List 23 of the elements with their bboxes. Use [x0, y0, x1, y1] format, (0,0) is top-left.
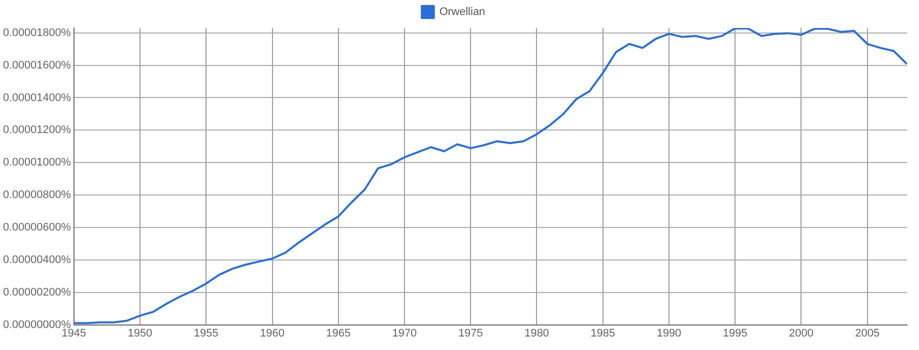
x-tick-label: 1980 — [524, 327, 549, 340]
x-tick-label: 2000 — [788, 327, 814, 340]
y-tick-label: 0.00000800% — [2, 189, 72, 202]
y-tick-label: 0.00001200% — [2, 124, 72, 136]
y-tick-label: 0.00000400% — [2, 254, 72, 266]
x-tick-label: 1955 — [194, 327, 218, 340]
y-tick-label: 0.00001800% — [2, 26, 72, 39]
x-tick-label: 1990 — [656, 327, 682, 340]
y-tick-label: 0.00000600% — [2, 222, 72, 234]
x-tick-label: 1945 — [62, 327, 86, 340]
x-tick-label: 1975 — [458, 327, 483, 340]
y-tick-label: 0.00001600% — [2, 59, 72, 72]
y-tick-label: 0.00000200% — [2, 286, 72, 298]
legend-label: Orwellian — [439, 6, 486, 18]
x-tick-label: 1995 — [722, 327, 748, 340]
x-tick-label: 2005 — [855, 327, 880, 340]
x-tick-label: 1965 — [326, 327, 351, 340]
x-tick-label: 1950 — [128, 327, 152, 340]
x-tick-label: 1960 — [260, 327, 284, 340]
y-tick-label: 0.00001000% — [2, 156, 72, 169]
x-tick-label: 1985 — [590, 327, 616, 340]
y-tick-label: 0.00001400% — [2, 92, 72, 104]
x-tick-label: 1970 — [392, 327, 417, 340]
